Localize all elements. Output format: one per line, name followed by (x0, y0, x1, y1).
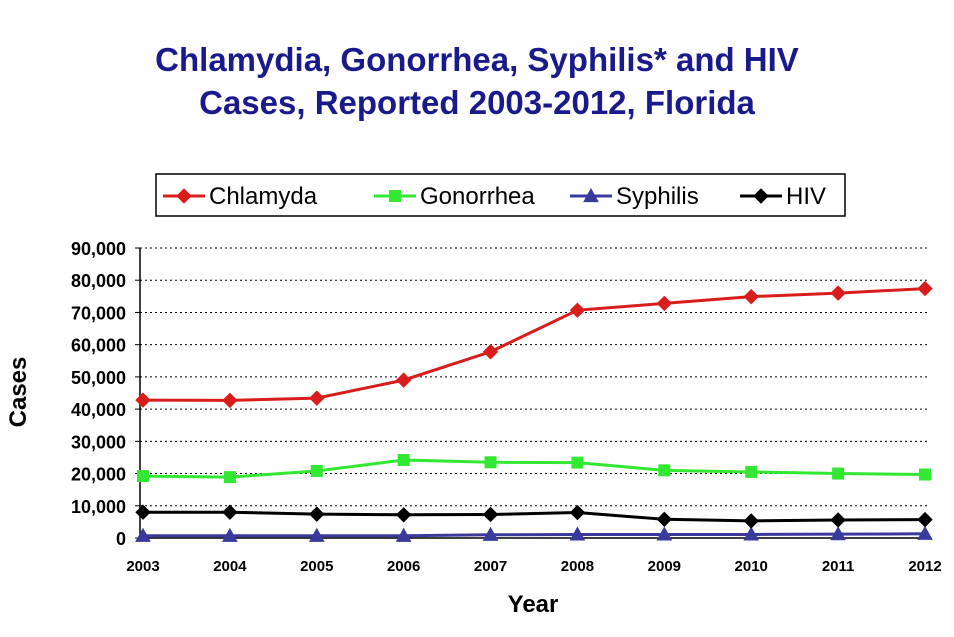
data-point (395, 372, 412, 388)
y-tick-label: 50,000 (71, 368, 126, 388)
data-point (569, 504, 586, 521)
series-line (143, 532, 926, 538)
series-gonorrhea (137, 454, 931, 484)
y-tick-label: 0 (116, 529, 126, 549)
gridlines (140, 247, 930, 507)
data-point (308, 527, 325, 542)
series-line (142, 458, 926, 479)
data-point (482, 344, 499, 360)
data-point (658, 464, 671, 477)
series-line (142, 287, 926, 402)
legend-item: Gonorrhea (374, 183, 535, 210)
data-point (389, 190, 401, 202)
y-tick-label: 30,000 (71, 432, 126, 452)
data-point (656, 511, 673, 528)
data-point (830, 285, 846, 301)
x-tick-label: 2011 (822, 558, 855, 575)
data-point (135, 392, 151, 408)
data-point (917, 280, 933, 297)
data-point (830, 526, 846, 541)
data-point (743, 513, 759, 529)
data-point (484, 456, 497, 469)
x-tick-label: 2010 (735, 558, 768, 575)
legend-item: HIV (740, 183, 826, 210)
data-point (482, 526, 499, 541)
data-point (656, 526, 673, 541)
legend-label: Chlamyda (209, 183, 318, 210)
data-point (830, 512, 846, 528)
data-point (745, 465, 758, 478)
x-axis-title: Year (508, 591, 559, 618)
x-tick-label: 2006 (387, 558, 420, 575)
data-point (135, 504, 151, 520)
y-tick-label: 80,000 (71, 271, 126, 291)
x-tick-label: 2008 (561, 558, 594, 575)
y-tick-label: 10,000 (71, 497, 126, 517)
x-tick-label: 2009 (648, 558, 681, 575)
legend-label: HIV (786, 183, 826, 210)
data-point (919, 468, 931, 481)
series-line (143, 510, 926, 523)
chart-title-line2: Cases, Reported 2003-2012, Florida (199, 84, 755, 121)
axes (135, 247, 930, 539)
x-tick-labels: 2003 2004 2005 2006 2007 2008 2009 2010 2011 2012 (126, 558, 941, 575)
data-point (135, 527, 151, 542)
legend-label: Syphilis (616, 183, 699, 210)
legend-label: Gonorrhea (420, 183, 535, 210)
y-tick-labels: 0 10,000 20,000 30,000 40,000 50,000 60,000 70,… (71, 239, 126, 549)
y-tick-label: 90,000 (71, 239, 126, 259)
data-point (310, 464, 323, 477)
series-chlamyda (135, 280, 933, 409)
data-point (917, 525, 933, 540)
legend-item: Syphilis (570, 183, 699, 210)
series-syphilis (135, 525, 933, 542)
x-tick-label: 2003 (126, 558, 159, 575)
series-hiv (135, 504, 933, 529)
x-tick-label: 2005 (300, 558, 333, 575)
data-point (917, 511, 933, 528)
chart-title: Chlamydia, Gonorrhea, Syphilis* and HIV … (0, 38, 954, 124)
legend-box (155, 173, 846, 217)
y-tick-label: 20,000 (71, 465, 126, 485)
y-tick-label: 60,000 (71, 336, 126, 356)
data-point (743, 288, 759, 305)
x-tick-label: 2004 (213, 558, 247, 575)
data-point (176, 188, 192, 204)
legend: Chlamyda Gonorrhea Syphilis HIV (155, 173, 846, 217)
data-point (222, 392, 238, 409)
data-point (137, 470, 149, 483)
data-point (583, 187, 599, 203)
data-point (397, 454, 410, 467)
data-point (395, 527, 412, 542)
data-point (569, 526, 586, 541)
y-axis-title: Cases (5, 357, 32, 428)
data-point (395, 507, 412, 523)
series-group (135, 280, 933, 542)
data-point (309, 506, 325, 522)
data-point (222, 504, 238, 520)
data-point (223, 471, 236, 484)
chart-title-line1: Chlamydia, Gonorrhea, Syphilis* and HIV (155, 41, 799, 78)
data-point (222, 527, 238, 542)
y-tick-label: 70,000 (71, 303, 126, 323)
data-point (309, 390, 325, 406)
data-point (482, 506, 499, 523)
data-point (571, 456, 584, 469)
data-point (832, 467, 845, 480)
data-point (569, 302, 586, 318)
x-tick-label: 2012 (908, 558, 941, 575)
x-tick-label: 2007 (474, 558, 507, 575)
data-point (656, 295, 673, 312)
data-point (753, 188, 769, 204)
data-point (743, 526, 760, 541)
legend-item: Chlamyda (163, 183, 318, 210)
y-tick-label: 40,000 (71, 400, 126, 420)
